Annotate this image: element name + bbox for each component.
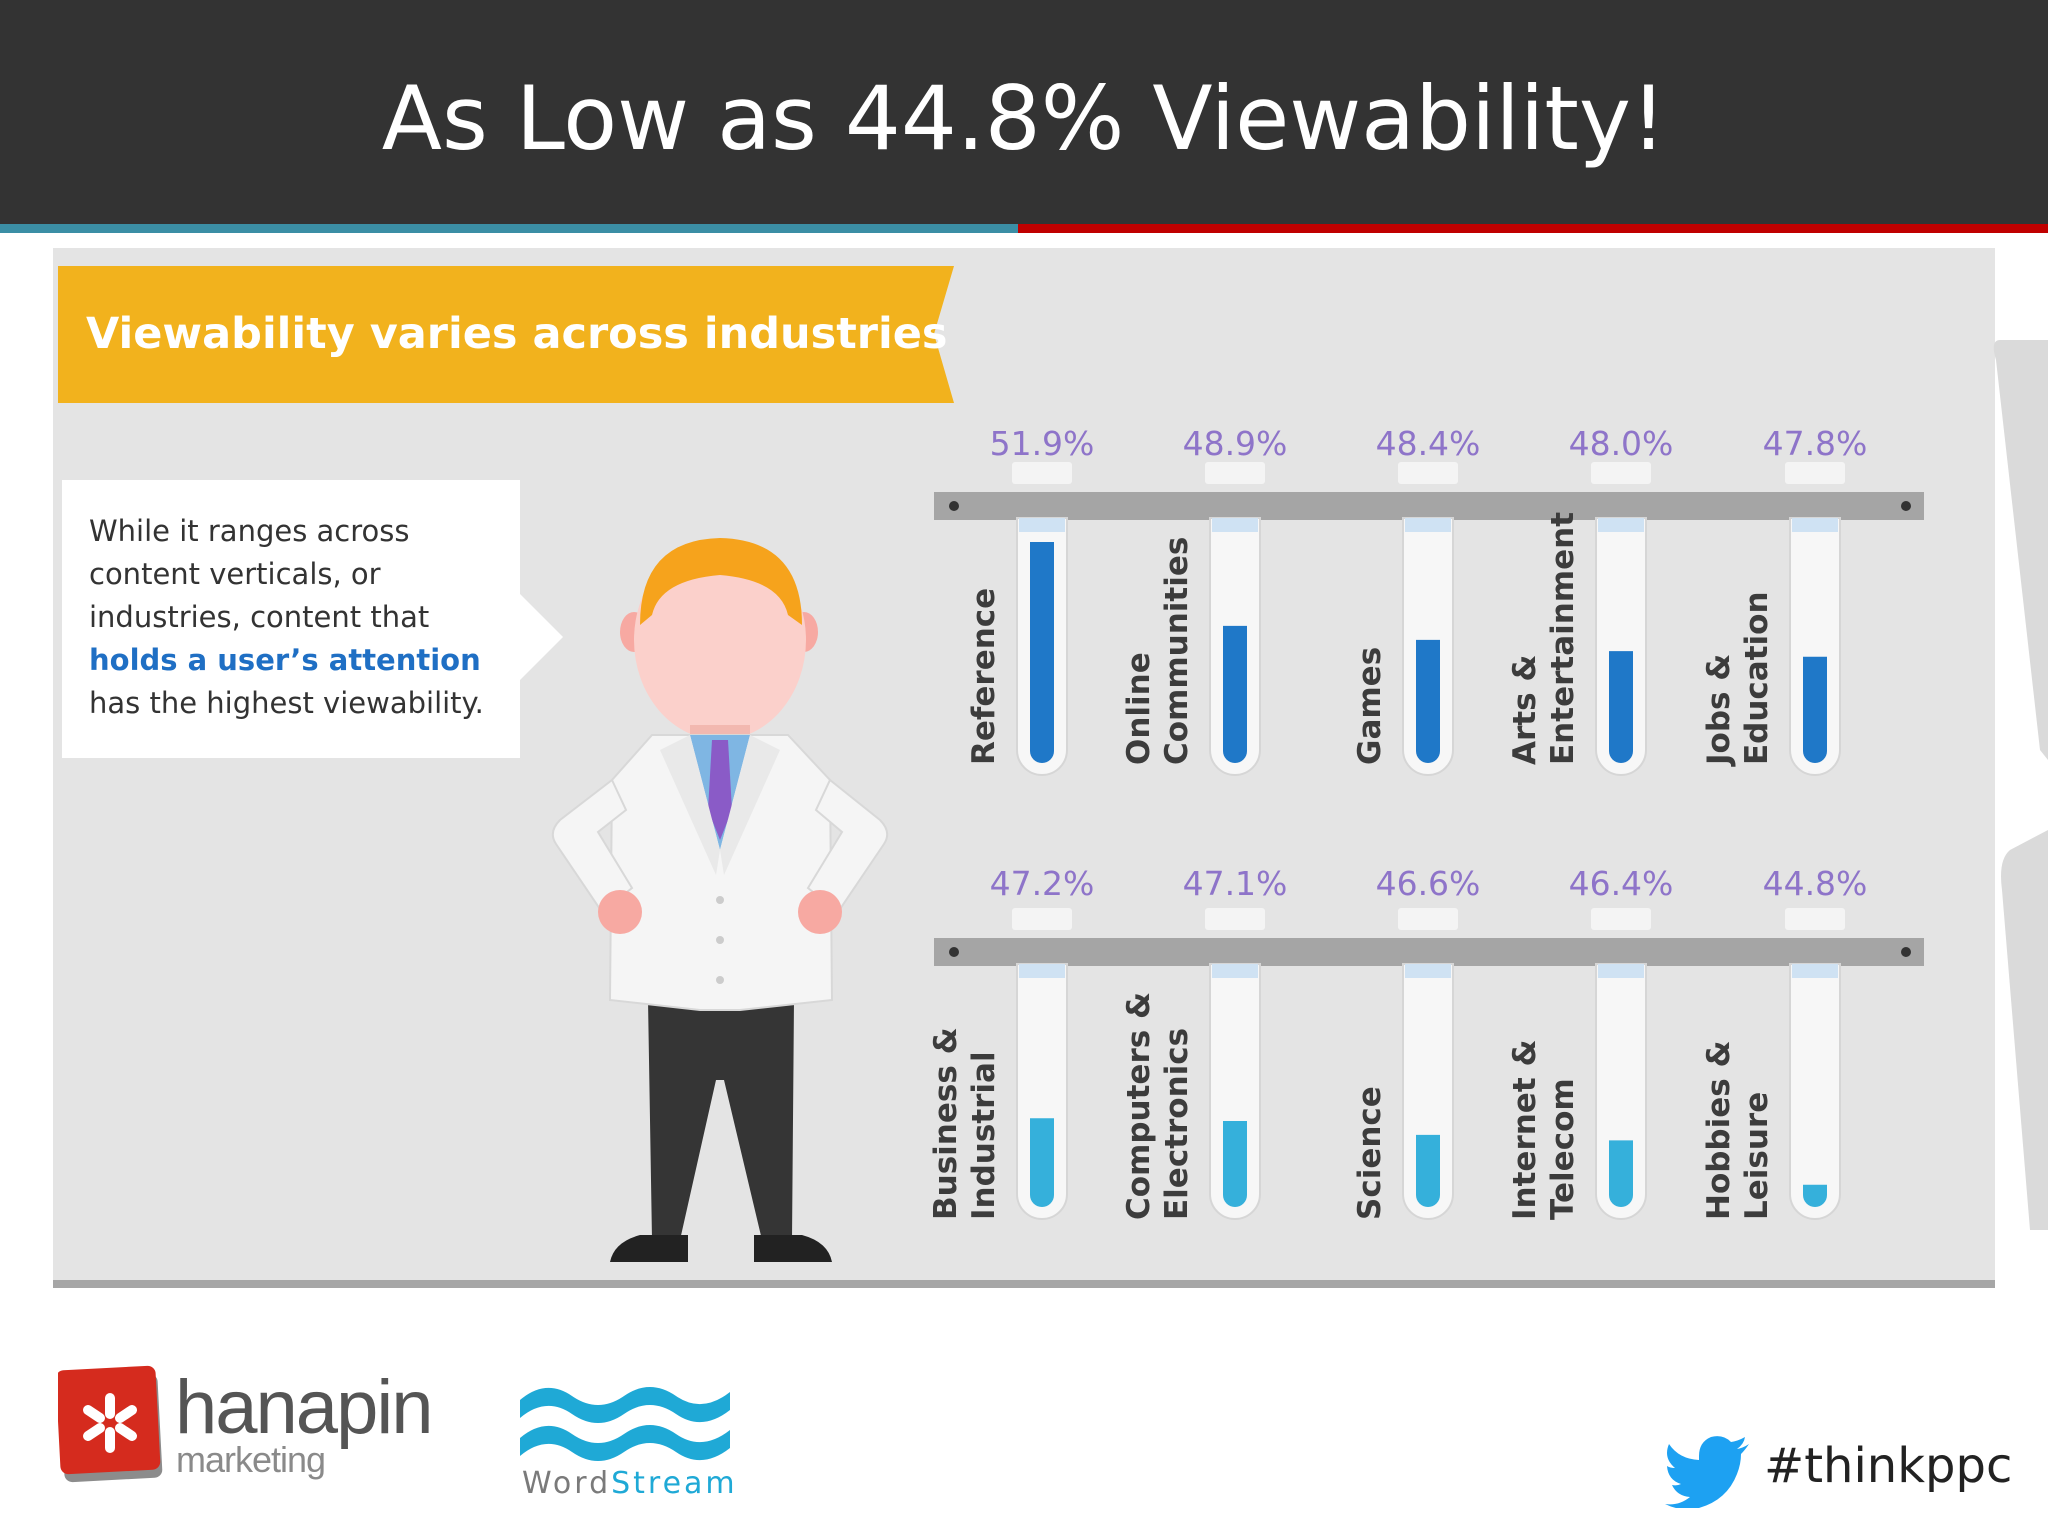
bar-9 bbox=[1609, 1140, 1633, 1207]
hashtag: #thinkppc bbox=[1764, 1438, 2013, 1494]
category-label-9: Internet & bbox=[1507, 1040, 1543, 1220]
callout-line-1: While it ranges across bbox=[89, 514, 410, 548]
test-tube-cap bbox=[1012, 462, 1072, 484]
test-tube bbox=[1402, 963, 1454, 1220]
category-label-5: Jobs & bbox=[1701, 654, 1737, 767]
category-label-4: Arts & bbox=[1507, 655, 1543, 765]
scientist-illustration bbox=[551, 538, 889, 1262]
data-label-6: 47.2% bbox=[990, 864, 1095, 903]
data-label-8: 46.6% bbox=[1376, 864, 1481, 903]
data-label-5: 47.8% bbox=[1763, 424, 1868, 463]
category-label-10: Leisure bbox=[1739, 1092, 1775, 1220]
callout-highlight: holds a user’s attention bbox=[89, 643, 481, 677]
data-label-2: 48.9% bbox=[1183, 424, 1288, 463]
category-label-2: Online bbox=[1121, 652, 1157, 765]
test-tube-rim bbox=[1212, 964, 1258, 978]
twitter-bird-icon bbox=[1665, 1436, 1749, 1508]
bar-3 bbox=[1416, 639, 1440, 763]
test-tube-rim bbox=[1019, 518, 1065, 532]
bar-4 bbox=[1609, 651, 1633, 763]
category-label-6: Business & bbox=[928, 1027, 964, 1220]
test-tube-rim bbox=[1405, 518, 1451, 532]
category-label-9: Telecom bbox=[1545, 1078, 1581, 1220]
callout-line-5: has the highest viewability. bbox=[89, 686, 484, 720]
bar-10 bbox=[1803, 1184, 1827, 1207]
wordstream-wave-icon bbox=[520, 1387, 730, 1461]
data-label-7: 47.1% bbox=[1183, 864, 1288, 903]
bar-8 bbox=[1416, 1134, 1440, 1207]
wordstream-logo-word: Word bbox=[522, 1466, 612, 1501]
hanapin-logo-icon bbox=[58, 1365, 163, 1483]
test-tube-rack bbox=[934, 938, 1924, 966]
bar-1 bbox=[1030, 541, 1054, 763]
test-tube-cap bbox=[1398, 462, 1458, 484]
data-label-3: 48.4% bbox=[1376, 424, 1481, 463]
test-tube bbox=[1595, 963, 1647, 1220]
test-tube-cap bbox=[1205, 462, 1265, 484]
category-label-3: Games bbox=[1352, 647, 1388, 765]
bar-5 bbox=[1803, 656, 1827, 763]
data-label-9: 46.4% bbox=[1569, 864, 1674, 903]
infographic-panel-base bbox=[53, 1280, 1995, 1288]
chart-marks: 51.9% Reference 48.9% Online Communities 48.4… bbox=[928, 424, 1924, 1220]
category-label-1: Reference bbox=[966, 588, 1002, 765]
chart-title: Viewability varies across industries bbox=[86, 309, 948, 359]
hanapin-logo-subtitle: marketing bbox=[176, 1439, 326, 1480]
test-tube-cap bbox=[1012, 908, 1072, 930]
test-tube-rim bbox=[1792, 964, 1838, 978]
test-tube bbox=[1016, 963, 1068, 1220]
bar-7 bbox=[1223, 1121, 1247, 1207]
side-decoration bbox=[1993, 340, 2048, 1230]
category-label-8: Science bbox=[1352, 1086, 1388, 1220]
bar-2 bbox=[1223, 625, 1247, 763]
callout-line-3: industries, content that bbox=[89, 600, 430, 634]
test-tube-cap bbox=[1205, 908, 1265, 930]
callout-text: While it ranges across content verticals… bbox=[89, 510, 509, 725]
test-tube-cap bbox=[1785, 462, 1845, 484]
category-label-6: Industrial bbox=[966, 1051, 1002, 1220]
rack-bolt bbox=[949, 501, 959, 511]
test-tube bbox=[1595, 517, 1647, 776]
header-rule-right bbox=[1018, 224, 2048, 233]
test-tube bbox=[1789, 963, 1841, 1220]
data-label-10: 44.8% bbox=[1763, 864, 1868, 903]
header-rule-left bbox=[0, 224, 1018, 233]
test-tube-rim bbox=[1405, 964, 1451, 978]
slide-header bbox=[0, 0, 2048, 224]
test-tube-cap bbox=[1591, 908, 1651, 930]
test-tube-cap bbox=[1591, 462, 1651, 484]
test-tube-rack bbox=[934, 492, 1924, 520]
rack-bolt bbox=[1901, 501, 1911, 511]
rack-bolt bbox=[949, 947, 959, 957]
test-tube-rim bbox=[1212, 518, 1258, 532]
hanapin-logo-name: hanapin bbox=[175, 1365, 433, 1450]
category-label-7: Computers & bbox=[1121, 992, 1157, 1220]
bar-6 bbox=[1030, 1118, 1054, 1207]
test-tube bbox=[1209, 963, 1261, 1220]
category-label-2: Communities bbox=[1159, 537, 1195, 765]
test-tube-rim bbox=[1598, 518, 1644, 532]
data-label-1: 51.9% bbox=[990, 424, 1095, 463]
category-label-5: Education bbox=[1739, 591, 1775, 765]
wordstream-logo-text: WordStream bbox=[522, 1466, 738, 1502]
rack-bolt bbox=[1901, 947, 1911, 957]
chart-title-banner bbox=[58, 266, 954, 403]
callout-bubble bbox=[62, 480, 520, 758]
wordstream-logo-stream: Stream bbox=[611, 1466, 738, 1501]
category-label-10: Hobbies & bbox=[1701, 1040, 1737, 1220]
test-tube-rim bbox=[1792, 518, 1838, 532]
test-tube-cap bbox=[1785, 908, 1845, 930]
test-tube-rim bbox=[1019, 964, 1065, 978]
callout-line-2: content verticals, or bbox=[89, 557, 381, 591]
test-tube-cap bbox=[1398, 908, 1458, 930]
category-label-7: Electronics bbox=[1159, 1028, 1195, 1220]
data-label-4: 48.0% bbox=[1569, 424, 1674, 463]
test-tube bbox=[1789, 517, 1841, 776]
slide-title: As Low as 44.8% Viewability! bbox=[381, 67, 1667, 170]
test-tube-rim bbox=[1598, 964, 1644, 978]
category-label-4: Entertainment bbox=[1545, 512, 1581, 765]
callout-bubble-tail bbox=[518, 592, 563, 682]
